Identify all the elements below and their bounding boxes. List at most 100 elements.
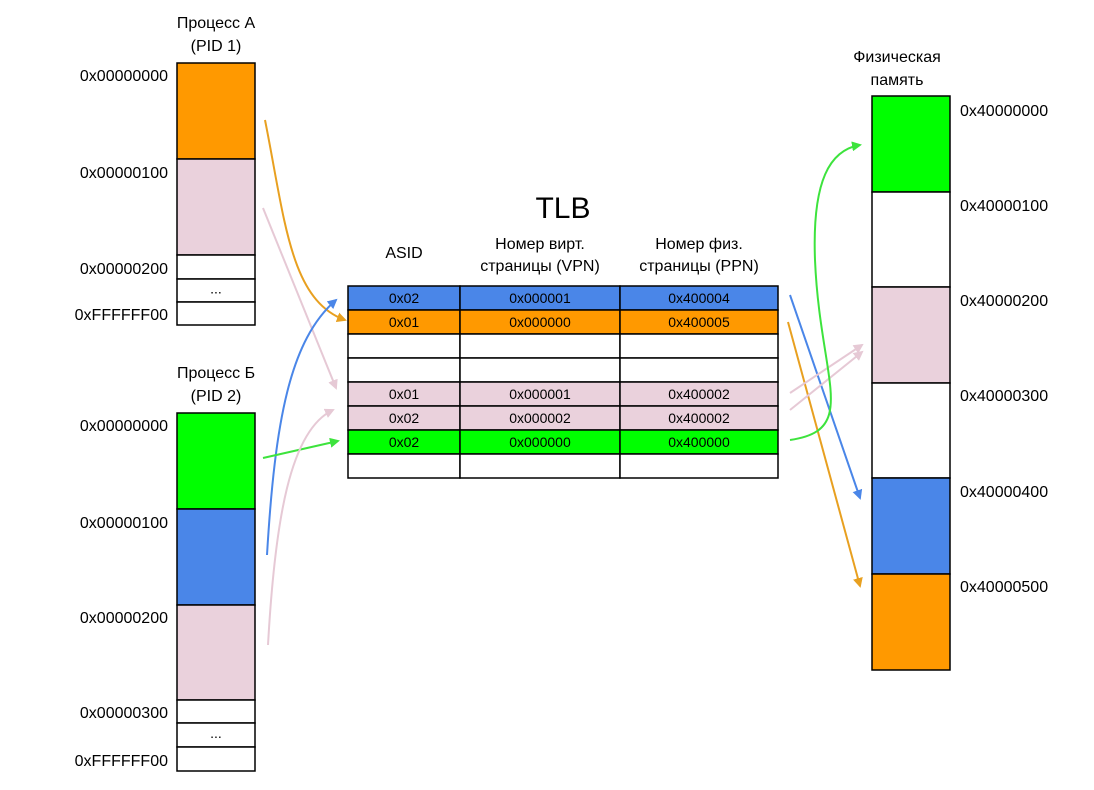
tlb-row bbox=[347, 333, 779, 359]
address-label: 0x00000100 bbox=[80, 165, 168, 182]
address-label: 0x00000000 bbox=[80, 418, 168, 435]
memory-page bbox=[176, 62, 256, 160]
physical-memory-title: Физическая bbox=[853, 49, 941, 66]
tlb-cell bbox=[619, 429, 779, 455]
process-a-title: Процесс А bbox=[177, 15, 256, 32]
address-label: 0x00000300 bbox=[80, 705, 168, 722]
tlb-cell bbox=[347, 429, 461, 455]
tlb-cell-text: 0x000001 bbox=[509, 386, 571, 402]
tlb-cell-text: 0x400005 bbox=[668, 314, 730, 330]
address-label: 0x40000200 bbox=[960, 293, 1048, 310]
process-b: Процесс Б (PID 2) ... 0x00000000 0x0000010… bbox=[75, 365, 256, 772]
arrow-tlb-to-phys-400000 bbox=[789, 141, 862, 441]
memory-page bbox=[871, 191, 951, 288]
tlb-cell bbox=[619, 405, 779, 431]
memory-page bbox=[176, 412, 256, 510]
address-label: 0x40000400 bbox=[960, 484, 1048, 501]
tlb-cell-text: 0x400002 bbox=[668, 410, 730, 426]
memory-page bbox=[176, 158, 256, 256]
tlb-cell bbox=[347, 357, 461, 383]
address-label: 0x00000200 bbox=[80, 261, 168, 278]
arrow-a-page0-to-tlb bbox=[264, 119, 347, 322]
arrow-a-page1-to-tlb bbox=[262, 207, 338, 390]
tlb-cell bbox=[619, 381, 779, 407]
process-b-subtitle: (PID 2) bbox=[191, 388, 242, 405]
memory-page bbox=[176, 722, 256, 748]
address-label: 0x00000100 bbox=[80, 515, 168, 532]
tlb-cell-text: 0x400002 bbox=[668, 386, 730, 402]
tlb-row bbox=[347, 453, 779, 479]
tlb-row: 0x01 0x000001 0x400002 bbox=[347, 381, 779, 407]
memory-page bbox=[176, 746, 256, 772]
process-a-subtitle: (PID 1) bbox=[191, 38, 242, 55]
tlb-cell-text: 0x000000 bbox=[509, 434, 571, 450]
tlb-cell bbox=[619, 333, 779, 359]
tlb-cell bbox=[347, 333, 461, 359]
tlb-cell-text: 0x01 bbox=[389, 314, 420, 330]
ellipsis: ... bbox=[210, 281, 222, 297]
arrow-b-page1-to-tlb bbox=[266, 298, 338, 556]
tlb-cell-text: 0x400004 bbox=[668, 290, 730, 306]
tlb-row bbox=[347, 357, 779, 383]
memory-page bbox=[176, 604, 256, 701]
tlb-header: ASID bbox=[385, 245, 422, 262]
tlb: TLB ASID Номер вирт. страницы (VPN) Номер ф… bbox=[347, 192, 779, 479]
arrow-tlb-to-phys-400005 bbox=[787, 321, 863, 588]
tlb-cell bbox=[459, 405, 621, 431]
address-label: 0xFFFFFF00 bbox=[75, 753, 168, 770]
tlb-cell-text: 0x000000 bbox=[509, 314, 571, 330]
memory-page bbox=[871, 95, 951, 193]
physical-memory: Физическая память 0x40000000 0x40000100 0x… bbox=[853, 49, 1048, 671]
process-a: Процесс А (PID 1) ... 0x00000000 0x0000010… bbox=[75, 15, 256, 326]
physical-memory-subtitle: память bbox=[871, 72, 924, 89]
tlb-header: страницы (VPN) bbox=[480, 258, 600, 275]
arrow-tlb-to-phys-400004 bbox=[789, 294, 863, 500]
address-label: 0x40000300 bbox=[960, 388, 1048, 405]
tlb-cell bbox=[347, 453, 461, 479]
tlb-cell bbox=[619, 357, 779, 383]
tlb-cell bbox=[459, 429, 621, 455]
memory-page bbox=[871, 477, 951, 575]
tlb-cell bbox=[459, 333, 621, 359]
tlb-header: Номер физ. bbox=[655, 236, 743, 253]
tlb-cell-text: 0x02 bbox=[389, 434, 420, 450]
address-label: 0x40000100 bbox=[960, 198, 1048, 215]
tlb-title: TLB bbox=[535, 192, 590, 225]
memory-page bbox=[176, 254, 256, 280]
tlb-cell-text: 0x000002 bbox=[509, 410, 571, 426]
tlb-cell-text: 0x000001 bbox=[509, 290, 571, 306]
memory-page bbox=[176, 301, 256, 326]
tlb-cell-text: 0x01 bbox=[389, 386, 420, 402]
tlb-cell bbox=[619, 309, 779, 335]
tlb-row: 0x02 0x000001 0x400004 bbox=[347, 285, 779, 311]
tlb-cell-text: 0x400000 bbox=[668, 434, 730, 450]
address-label: 0x40000000 bbox=[960, 103, 1048, 120]
address-label: 0x40000500 bbox=[960, 579, 1048, 596]
tlb-header: Номер вирт. bbox=[495, 236, 585, 253]
tlb-row: 0x02 0x000000 0x400000 bbox=[347, 429, 779, 455]
memory-page bbox=[871, 573, 951, 671]
tlb-cell bbox=[459, 285, 621, 311]
tlb-cell-text: 0x02 bbox=[389, 410, 420, 426]
address-label: 0x00000200 bbox=[80, 610, 168, 627]
ellipsis: ... bbox=[210, 725, 222, 741]
memory-page bbox=[871, 286, 951, 384]
tlb-cell bbox=[459, 453, 621, 479]
memory-page bbox=[176, 699, 256, 724]
arrow-tlb-to-phys-400002b bbox=[789, 350, 864, 411]
tlb-cell-text: 0x02 bbox=[389, 290, 420, 306]
address-label: 0xFFFFFF00 bbox=[75, 307, 168, 324]
tlb-cell bbox=[459, 357, 621, 383]
tlb-cell bbox=[619, 453, 779, 479]
arrow-b-page2-to-tlb bbox=[267, 408, 335, 646]
tlb-cell bbox=[347, 381, 461, 407]
memory-page bbox=[176, 508, 256, 606]
memory-page bbox=[871, 382, 951, 479]
tlb-row: 0x02 0x000002 0x400002 bbox=[347, 405, 779, 431]
tlb-header: страницы (PPN) bbox=[639, 258, 759, 275]
process-b-title: Процесс Б bbox=[177, 365, 255, 382]
arrow-tlb-to-phys-400002a bbox=[789, 343, 864, 394]
tlb-cell bbox=[347, 285, 461, 311]
tlb-row: 0x01 0x000000 0x400005 bbox=[347, 309, 779, 335]
